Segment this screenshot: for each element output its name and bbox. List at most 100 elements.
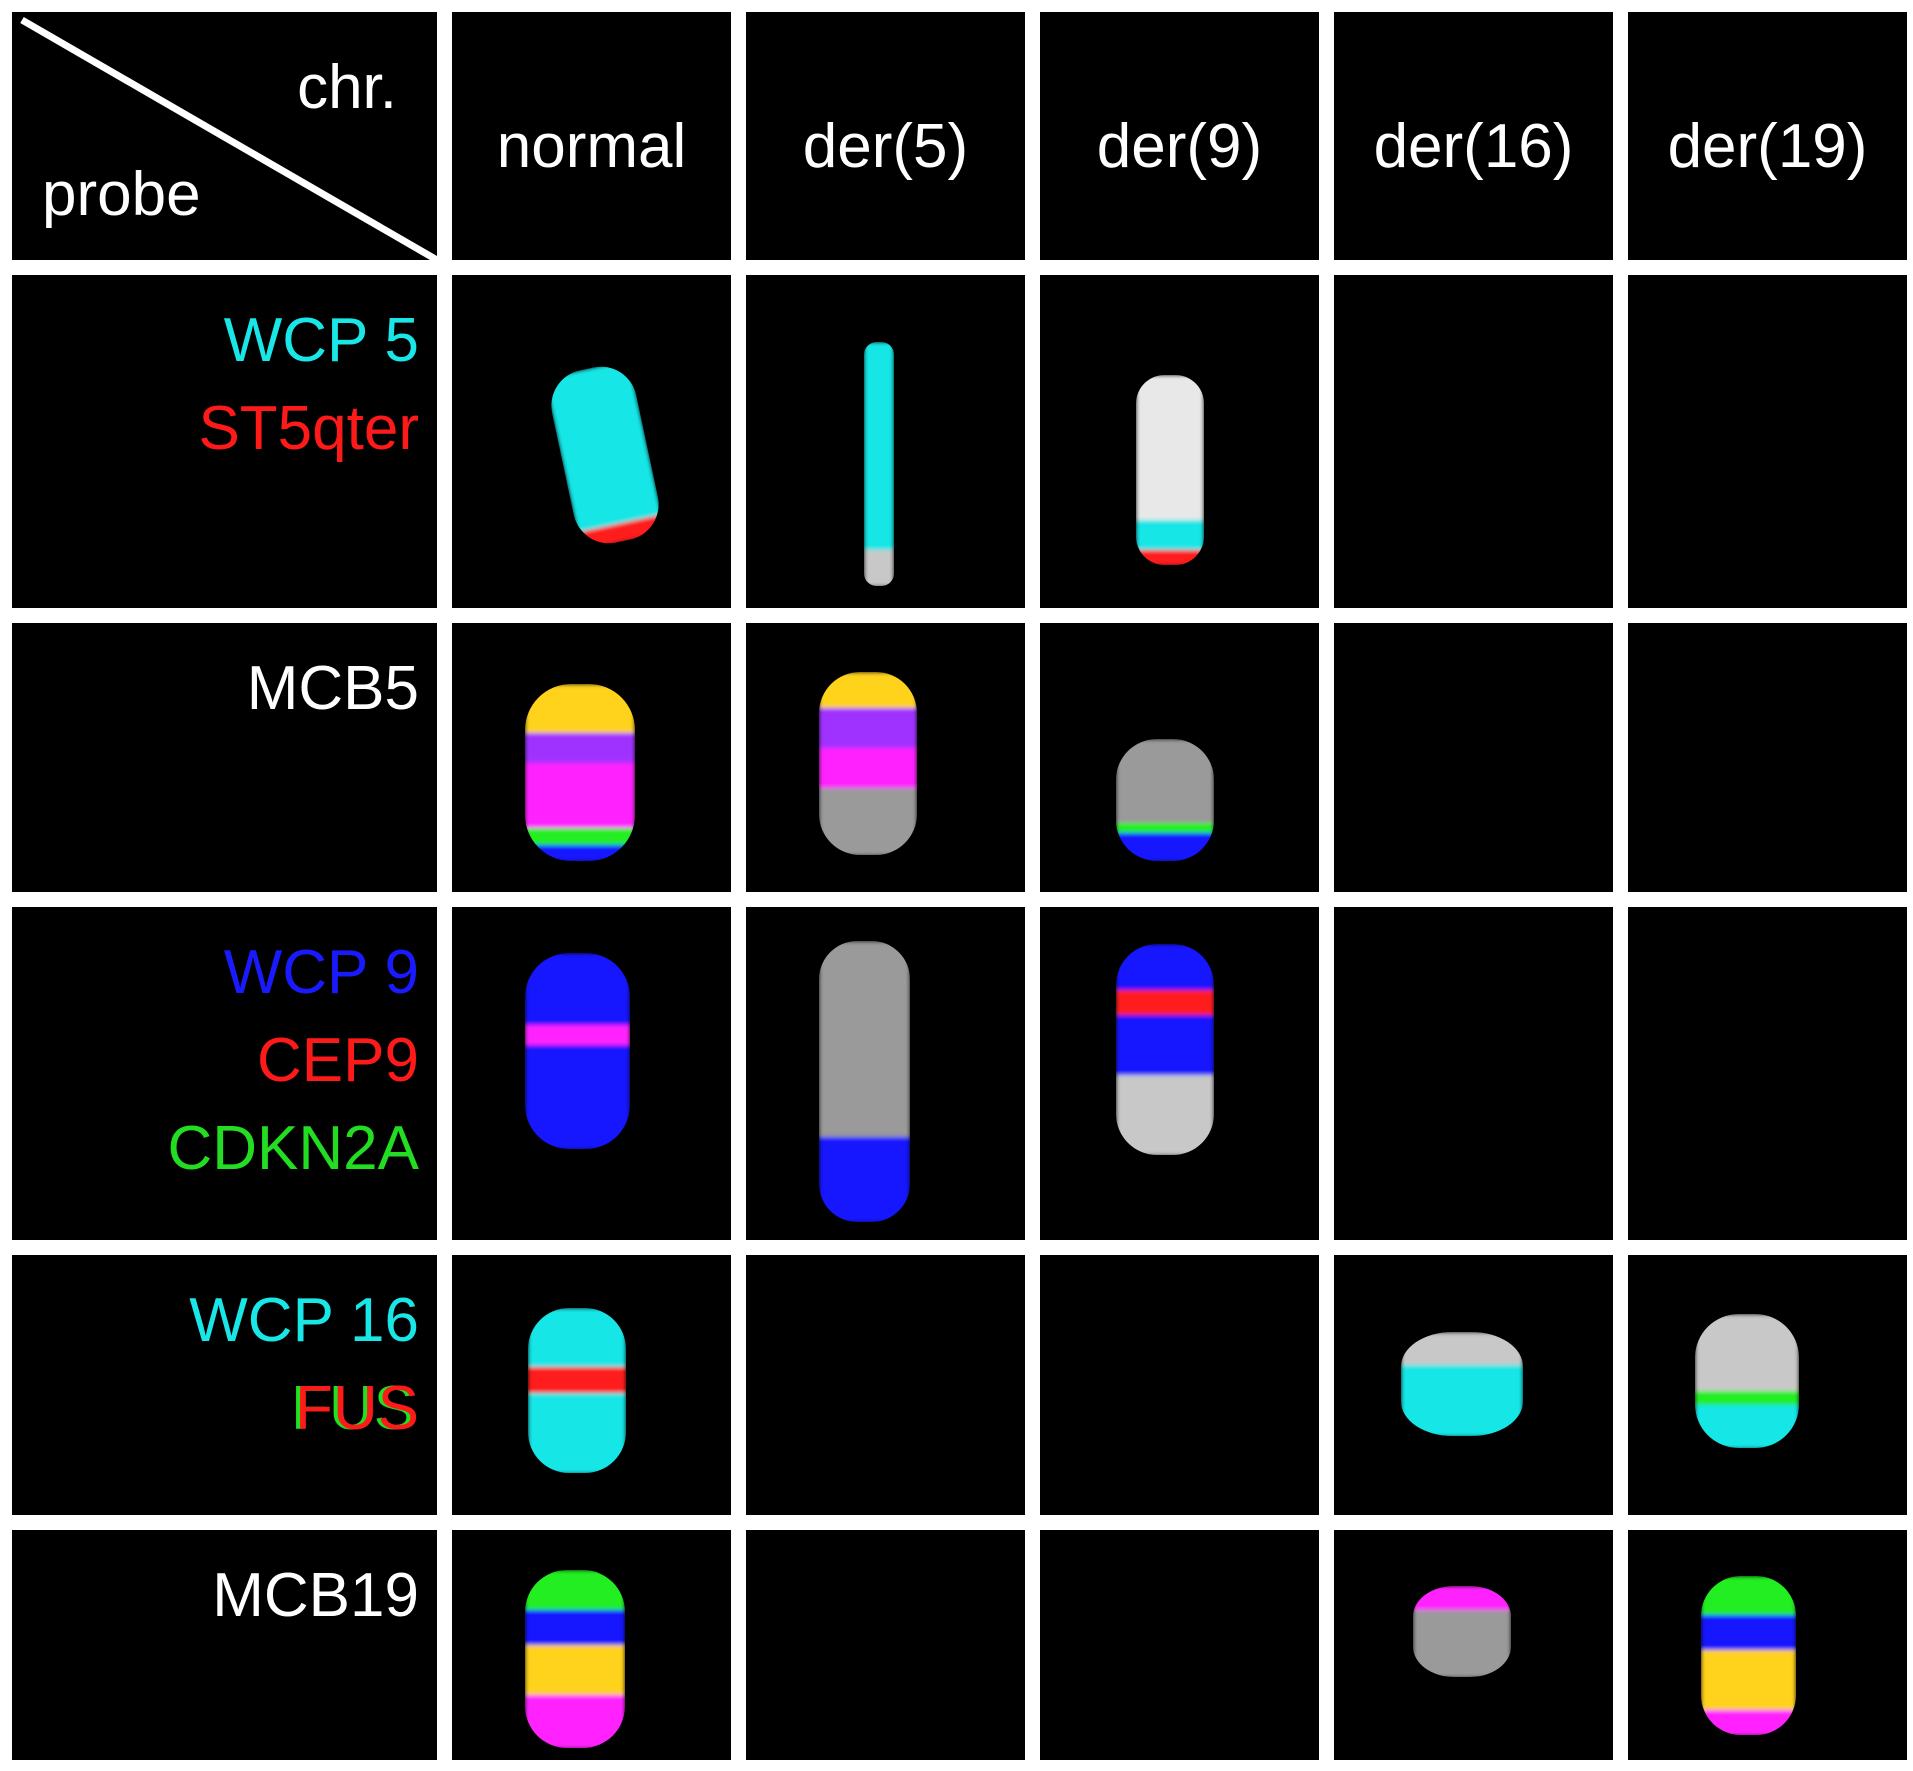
chromosome (1701, 1576, 1796, 1735)
image-cell-der9 (1040, 1530, 1319, 1760)
chromosome-band (1401, 1332, 1523, 1366)
image-cell-der5 (746, 1530, 1025, 1760)
chromosome-band (1695, 1391, 1799, 1406)
chromosome-band (1701, 1710, 1796, 1735)
chromosome-band (1701, 1576, 1796, 1616)
probe-label: probe (42, 160, 201, 229)
image-cell-der5 (746, 1255, 1025, 1515)
chromosome (1116, 739, 1214, 861)
image-cell-der5 (746, 275, 1025, 608)
image-cell-normal (452, 1530, 731, 1760)
chromosome-image (1401, 1332, 1523, 1436)
chromosome-band (525, 1695, 625, 1748)
probe-name: WCP 5 (223, 306, 419, 375)
probe-name: ST5qter (198, 394, 419, 463)
chromosome (864, 342, 894, 586)
chromosome-image (1116, 944, 1214, 1155)
image-cell-der16 (1334, 623, 1613, 892)
chr-label: chr. (297, 53, 397, 122)
chromosome-image (544, 359, 666, 551)
image-cell-der9 (1040, 907, 1319, 1240)
chromosome-band (1116, 823, 1214, 834)
chromosome (1116, 944, 1214, 1155)
probe-list: WCP 9 CEP9 CDKN2A (167, 929, 419, 1193)
image-cell-der5 (746, 623, 1025, 892)
probe-name: WCP 16 (189, 1286, 419, 1355)
chromosome-band (864, 550, 894, 586)
chromosome-band (525, 1610, 625, 1646)
chromosome-image (528, 1308, 626, 1473)
chromosome-band (819, 941, 910, 1138)
chromosome (1413, 1586, 1511, 1677)
column-header-normal: normal (452, 12, 731, 260)
chromosome (544, 359, 666, 551)
probe-name: CDKN2A (167, 1114, 419, 1183)
chromosome-band (525, 845, 635, 861)
chromosome-image (819, 941, 910, 1222)
image-cell-der16 (1334, 275, 1613, 608)
image-cell-der16 (1334, 1255, 1613, 1515)
chromosome-band (525, 1045, 630, 1149)
chromosome (528, 1308, 626, 1473)
chromosome (819, 672, 917, 855)
chromosome-image (1136, 375, 1204, 565)
chromosome (1695, 1314, 1799, 1448)
image-cell-der16 (1334, 1530, 1613, 1760)
chromosome-image (525, 1570, 625, 1748)
chromosome-image (1116, 739, 1214, 861)
image-cell-der9 (1040, 623, 1319, 892)
image-cell-der19 (1628, 275, 1907, 608)
chromosome-band (525, 828, 635, 846)
chromosome (819, 941, 910, 1222)
image-cell-der19 (1628, 623, 1907, 892)
chromosome-band (1116, 1015, 1214, 1076)
chromosome-band (1701, 1615, 1796, 1651)
chromosome-band (819, 708, 917, 749)
chromosome-band (1695, 1314, 1799, 1392)
chromosome-band (819, 748, 917, 789)
chromosome-image (1413, 1586, 1511, 1677)
chromosome-band (819, 1137, 910, 1222)
image-cell-der19 (1628, 1255, 1907, 1515)
probe-name: MCB5 (246, 654, 419, 723)
probe-label-cell: WCP 16 FUS (12, 1255, 437, 1515)
corner-header-cell: chr. probe (12, 12, 437, 260)
probe-list: MCB19 (212, 1552, 419, 1640)
chromosome-band (1136, 550, 1204, 565)
chromosome-band (1136, 520, 1204, 551)
chromosome-band (525, 953, 630, 1026)
fish-figure-grid: chr. probe normal der(5) der(9) der(16) … (12, 12, 1907, 1760)
chromosome (1401, 1332, 1523, 1436)
chromosome-band (864, 342, 894, 551)
image-cell-normal (452, 907, 731, 1240)
chromosome-band (1401, 1365, 1523, 1436)
image-cell-der5 (746, 907, 1025, 1240)
chromosome-band (525, 1025, 630, 1046)
chromosome-band (525, 1570, 625, 1611)
image-cell-der16 (1334, 907, 1613, 1240)
chromosome-band (1116, 990, 1214, 1016)
image-cell-normal (452, 275, 731, 608)
chromosome-image (525, 953, 630, 1149)
chromosome-band (525, 733, 635, 764)
column-header-der9: der(9) (1040, 12, 1319, 260)
chromosome-band (819, 672, 917, 709)
chromosome-image (525, 684, 635, 861)
diagonal-divider (20, 16, 437, 260)
chromosome-image (1695, 1314, 1799, 1448)
chromosome-image (819, 672, 917, 855)
chromosome-band (528, 1308, 626, 1368)
chromosome (525, 684, 635, 861)
column-header-der16: der(16) (1334, 12, 1613, 260)
image-cell-normal (452, 1255, 731, 1515)
probe-name: CEP9 (257, 1026, 419, 1095)
chromosome-image (1701, 1576, 1796, 1735)
probe-list: MCB5 (247, 645, 419, 733)
probe-name: FUS (295, 1374, 419, 1443)
chromosome-band (1136, 375, 1204, 521)
chromosome-band (544, 359, 662, 534)
probe-list: WCP 5 ST5qter (198, 297, 419, 473)
chromosome-image (864, 342, 894, 586)
chromosome (1136, 375, 1204, 565)
probe-label-cell: MCB5 (12, 623, 437, 892)
